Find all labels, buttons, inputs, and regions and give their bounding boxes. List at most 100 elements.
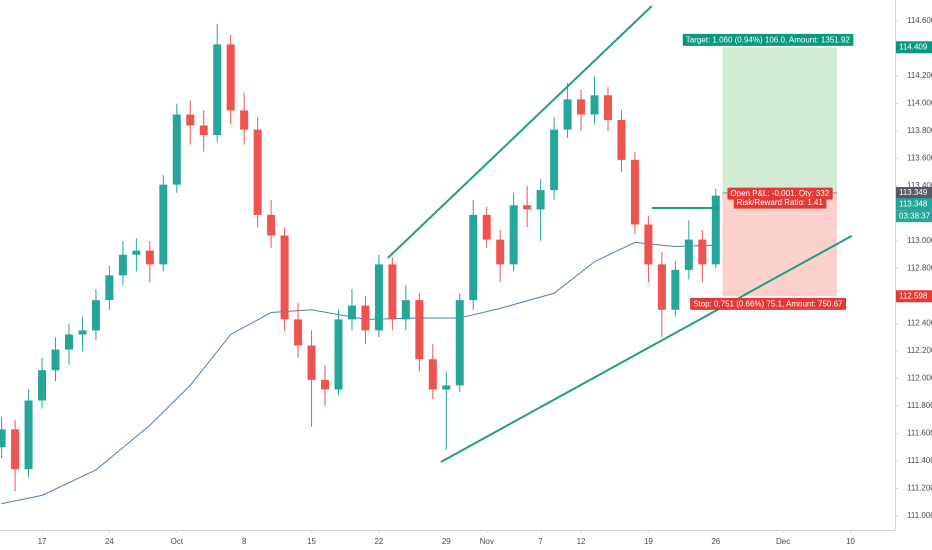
- target-zone: [722, 47, 838, 194]
- candle-body: [671, 269, 680, 310]
- trend-line: [387, 5, 653, 259]
- candle-body: [563, 99, 572, 130]
- rr-label: Risk/Reward Ratio: 1.41: [737, 198, 824, 207]
- candle-body: [78, 330, 87, 335]
- x-tick-label: 19: [644, 537, 653, 546]
- stop-label: Stop: 0.751 (0.66%) 75.1, Amount: 750.67: [693, 299, 843, 308]
- entry-price: 113.349: [899, 188, 928, 197]
- candle-body: [132, 250, 141, 255]
- y-tick-label: 114.600: [907, 16, 932, 25]
- candle-body: [226, 44, 235, 111]
- candle-body: [294, 319, 303, 346]
- y-tick-label: 111.200: [907, 484, 932, 493]
- candle-body: [159, 184, 168, 265]
- candle-body: [51, 349, 60, 371]
- candle-body: [603, 95, 612, 121]
- candle-body: [38, 370, 47, 401]
- candle-body: [523, 205, 532, 210]
- candle-body: [253, 129, 262, 215]
- target-label-bg: [682, 33, 854, 46]
- candle-body: [186, 114, 195, 126]
- x-tick-label: 7: [538, 537, 543, 546]
- x-tick-label: Oct: [171, 537, 184, 546]
- pnl-label: Open P&L: -0.001, Qty: 332: [730, 189, 829, 198]
- y-tick-label: 111.800: [907, 401, 932, 410]
- candle-body: [240, 110, 249, 130]
- candle-body: [172, 114, 181, 185]
- candle-body: [334, 319, 343, 390]
- candle-body: [415, 300, 424, 360]
- x-tick-label: 22: [374, 537, 383, 546]
- trend-line: [440, 235, 853, 463]
- last-price-bg: [896, 198, 932, 211]
- y-tick-label: 113.800: [907, 126, 932, 135]
- y-tick-label: 113.400: [907, 181, 932, 190]
- candle-body: [91, 300, 100, 331]
- candle-body: [577, 99, 586, 115]
- candle-body: [267, 214, 276, 236]
- x-tick-label: 15: [307, 537, 316, 546]
- candle-body: [118, 254, 127, 276]
- candle-body: [280, 235, 289, 320]
- candle-body: [657, 264, 666, 310]
- candle-body: [361, 305, 370, 331]
- entry-price-bg: [896, 187, 932, 200]
- candle-body: [711, 195, 720, 265]
- y-tick-label: 112.200: [907, 346, 932, 355]
- x-tick-label: 17: [38, 537, 47, 546]
- stop-price-bg: [896, 290, 932, 303]
- x-tick-label: 12: [577, 537, 586, 546]
- y-tick-label: 112.000: [907, 374, 932, 383]
- candle-body: [0, 429, 6, 448]
- candle-body: [684, 239, 693, 270]
- candle-body: [698, 239, 707, 265]
- y-tick-label: 111.400: [907, 456, 932, 465]
- y-tick-label: 111.000: [907, 511, 932, 520]
- candle-body: [145, 250, 154, 265]
- x-tick-label: Nov: [480, 537, 494, 546]
- candle-body: [347, 305, 356, 320]
- candle-body: [617, 120, 626, 160]
- last-price: 113.348: [899, 199, 928, 208]
- stop-price: 112.598: [899, 291, 928, 300]
- candle-body: [374, 264, 383, 331]
- candle-body: [388, 264, 397, 320]
- candle-body: [442, 385, 451, 390]
- target-price: 114.409: [899, 42, 928, 51]
- x-tick-label: 26: [711, 537, 720, 546]
- y-tick-label: 111.600: [907, 429, 932, 438]
- x-tick-label: 8: [242, 537, 247, 546]
- candle-body: [550, 129, 559, 191]
- y-tick-label: 113.000: [907, 236, 932, 245]
- target-price-bg: [896, 41, 932, 54]
- candle-body: [321, 379, 330, 390]
- candle-body: [509, 205, 518, 265]
- candle-body: [24, 400, 33, 470]
- candle-body: [469, 214, 478, 301]
- candle-body: [455, 300, 464, 386]
- stop-label-bg: [690, 297, 847, 310]
- candle-body: [428, 359, 437, 390]
- x-tick-label: 24: [105, 537, 114, 546]
- candle-body: [644, 224, 653, 265]
- candle-body: [213, 44, 222, 136]
- y-tick-label: 112.400: [907, 319, 932, 328]
- rr-label-bg: [733, 196, 827, 209]
- y-tick-label: 114.200: [907, 71, 932, 80]
- y-tick-label: 113.600: [907, 154, 932, 163]
- candle-body: [11, 429, 20, 470]
- candle-body: [482, 214, 491, 240]
- countdown: 03:38:37: [899, 211, 931, 220]
- x-tick-label: 29: [442, 537, 451, 546]
- candle-body: [590, 95, 599, 115]
- stop-zone: [722, 193, 838, 297]
- candle-body: [630, 159, 639, 225]
- candle-body: [496, 239, 505, 265]
- x-tick-label: Dec: [776, 537, 790, 546]
- countdown-bg: [896, 210, 932, 223]
- candle-body: [199, 125, 208, 136]
- y-tick-label: 114.000: [907, 99, 932, 108]
- candle-body: [401, 300, 410, 320]
